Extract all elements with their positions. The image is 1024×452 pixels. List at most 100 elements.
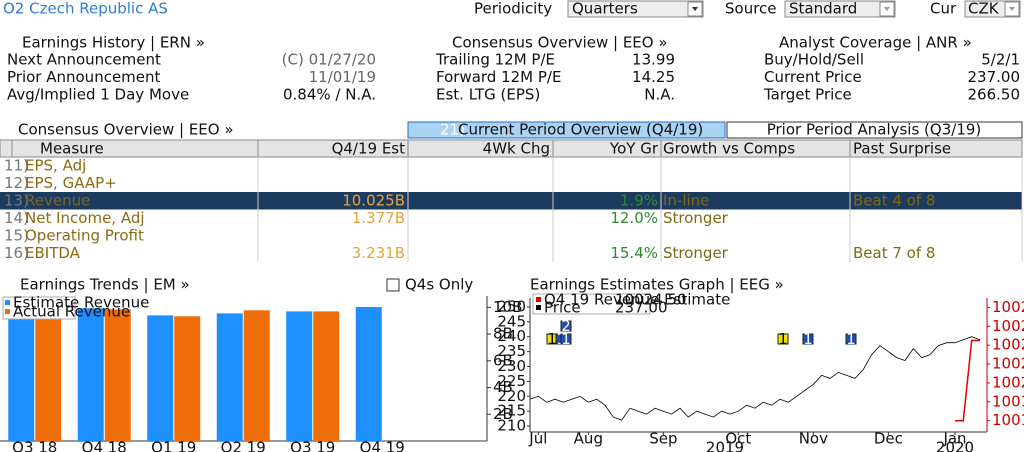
- tab-label[interactable]: Prior Period Analysis (Q3/19): [767, 121, 982, 139]
- legend: [2, 296, 76, 320]
- y2-tick-label: 10022.00: [992, 355, 1024, 373]
- legend-label: Actual Revenue: [13, 303, 130, 321]
- y-tick-label: 240: [497, 327, 526, 345]
- tab-active[interactable]: [407, 121, 726, 139]
- legend: [532, 293, 651, 315]
- bar: [286, 311, 313, 441]
- tab-number: 21): [440, 121, 465, 139]
- x-tick-label: Q4 18: [82, 439, 127, 452]
- periodicity-dropdown[interactable]: [567, 0, 704, 18]
- y-tick-label: 4B: [493, 378, 513, 396]
- tab[interactable]: [726, 121, 1023, 139]
- periodicity-label: Periodicity: [474, 0, 552, 18]
- row-label: Avg/Implied 1 Day Move: [7, 86, 189, 104]
- legend-swatch: [536, 297, 541, 302]
- row-number: 15): [4, 227, 29, 245]
- price-line: [529, 336, 981, 421]
- chart-title[interactable]: Earnings Trends | EM »: [20, 276, 190, 294]
- row-label: Trailing 12M P/E: [435, 51, 555, 69]
- dropdown-arrow: [884, 7, 890, 11]
- checkbox[interactable]: [386, 278, 400, 292]
- source-dropdown[interactable]: [784, 0, 896, 18]
- x-tick-label: Jan: [942, 430, 966, 448]
- table-cell: Revenue: [25, 192, 90, 210]
- dropdown-arrow: [692, 7, 698, 11]
- column-header: Growth vs Comps: [663, 140, 795, 158]
- legend-label: Q4 19 Revenue Estimate: [544, 291, 730, 309]
- x-tick-label: Dec: [874, 430, 903, 448]
- panel-title[interactable]: Earnings History | ERN »: [22, 34, 205, 52]
- bar: [174, 316, 201, 441]
- row-value: 237.00: [968, 68, 1021, 86]
- event-label: 1: [561, 330, 571, 348]
- x-tick-label: Q2 19: [221, 439, 266, 452]
- legend-swatch: [5, 309, 10, 314]
- table-cell: 1.9%: [620, 192, 658, 210]
- row-value: (C) 01/27/20: [282, 51, 376, 69]
- bar: [216, 313, 243, 441]
- table-cell: EPS, Adj: [25, 157, 86, 175]
- row-value: 5/2/1: [981, 51, 1020, 69]
- column-header: Measure: [40, 140, 104, 158]
- table-cell: 15.4%: [610, 244, 658, 262]
- row-number: 11): [4, 157, 29, 175]
- event-marker[interactable]: [802, 333, 814, 345]
- bar: [77, 308, 104, 441]
- bar: [8, 311, 35, 441]
- x-tick-label: Aug: [574, 430, 603, 448]
- table-cell: 10.025B: [342, 192, 405, 210]
- y-tick-label: 10B: [493, 298, 522, 316]
- periodicity-value[interactable]: Quarters: [572, 0, 638, 18]
- panel-title[interactable]: Consensus Overview | EEO »: [452, 34, 668, 52]
- column-header: Past Surprise: [853, 140, 951, 158]
- y-tick-label: 230: [497, 357, 526, 375]
- chart-title[interactable]: Earnings Estimates Graph | EEG »: [530, 276, 784, 294]
- x-tick-label: Sep: [649, 430, 677, 448]
- event-marker[interactable]: [845, 333, 857, 345]
- panel-title[interactable]: Analyst Coverage | ANR »: [779, 34, 972, 52]
- table-cell: Beat 4 of 8: [853, 192, 935, 210]
- event-label: 1: [803, 330, 813, 348]
- section-title[interactable]: Consensus Overview | EEO »: [18, 121, 234, 139]
- x-tick-label: Q4 19: [360, 439, 405, 452]
- column-header: 4Wk Chg: [483, 140, 550, 158]
- legend-swatch: [5, 300, 10, 305]
- y-tick-label: 235: [497, 342, 526, 360]
- header-cell: [849, 139, 1023, 158]
- y-tick-label: 250: [497, 297, 526, 315]
- currency-label: Cur: [930, 0, 957, 18]
- row-highlight: [0, 192, 1022, 210]
- event-marker[interactable]: [560, 320, 572, 332]
- checkbox-label[interactable]: Q4s Only: [405, 276, 473, 294]
- y-tick-label: 220: [497, 387, 526, 405]
- row-label: Prior Announcement: [7, 68, 161, 86]
- table-cell: EPS, GAAP+: [25, 174, 117, 192]
- x-tick-label: Q3 19: [290, 439, 335, 452]
- table-cell: 12.0%: [610, 209, 658, 227]
- bar: [147, 315, 174, 441]
- row-label: Forward 12M P/E: [436, 68, 561, 86]
- year-label: 2019: [706, 439, 744, 452]
- event-label: 1: [846, 330, 856, 348]
- x-tick-label: Oct: [725, 430, 751, 448]
- table-cell: 1.377B: [352, 209, 405, 227]
- row-label: Next Announcement: [7, 51, 161, 69]
- tab-label[interactable]: Current Period Overview (Q4/19): [458, 121, 703, 139]
- column-header: Q4/19 Est: [332, 140, 406, 158]
- event-marker[interactable]: [560, 333, 572, 345]
- table-cell: Stronger: [663, 244, 729, 262]
- x-tick-label: Q1 19: [151, 439, 196, 452]
- y-tick-label: 215: [497, 402, 526, 420]
- row-label: Current Price: [764, 68, 862, 86]
- bar: [35, 311, 62, 441]
- bar: [313, 311, 340, 441]
- currency-value[interactable]: CZK: [968, 0, 1000, 18]
- company-title: O2 Czech Republic AS: [3, 0, 168, 18]
- y-tick-label: 6B: [493, 351, 513, 369]
- table-cell: Operating Profit: [25, 227, 144, 245]
- source-value[interactable]: Standard: [789, 0, 857, 18]
- row-number: 14): [4, 209, 29, 227]
- bar: [243, 310, 270, 441]
- event-marker[interactable]: [777, 333, 789, 345]
- y-tick-label: 8B: [493, 325, 513, 343]
